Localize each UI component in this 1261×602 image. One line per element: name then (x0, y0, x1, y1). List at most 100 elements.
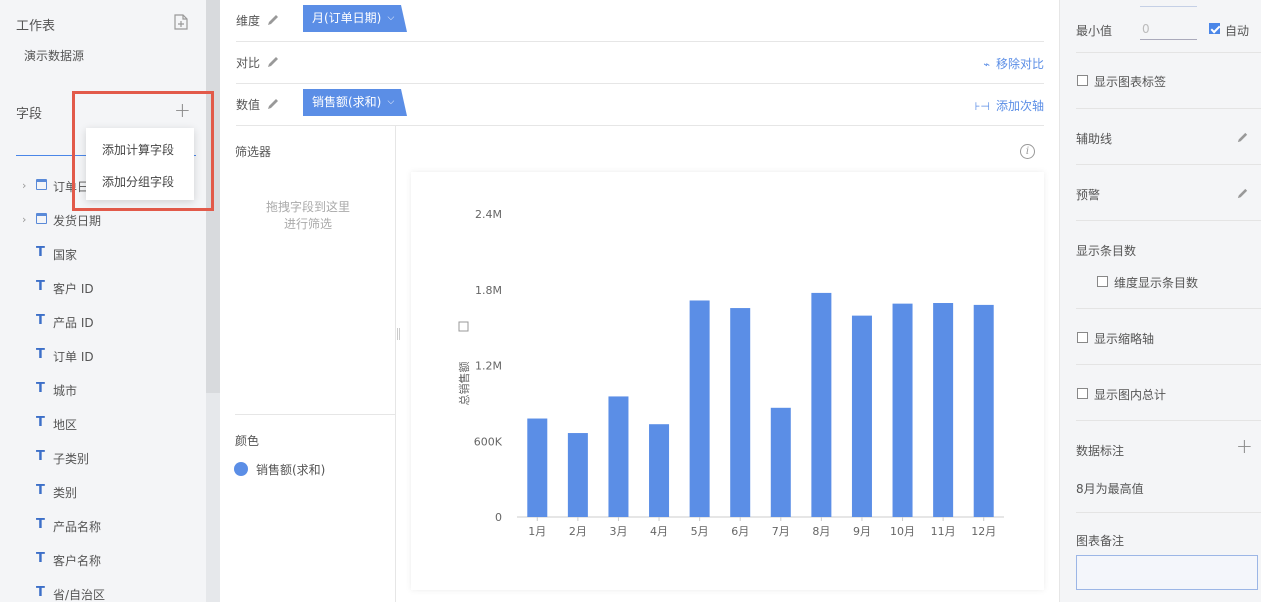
min-value-input[interactable]: 0 (1140, 17, 1197, 40)
divider (235, 414, 396, 415)
auto-checkbox[interactable] (1209, 23, 1220, 34)
x-tick-label: 11月 (931, 525, 956, 538)
dimension-pill[interactable]: 月(订单日期) ⌵ (303, 5, 408, 32)
menu-item-add-group-field[interactable]: 添加分组字段 (102, 175, 175, 189)
filter-drop-hint-2[interactable]: 进行筛选 (283, 217, 332, 231)
add-field-icon[interactable]: + (174, 98, 191, 122)
bar[interactable] (892, 303, 913, 517)
bar[interactable] (770, 407, 791, 517)
divider (1076, 220, 1261, 221)
bar[interactable] (933, 303, 954, 517)
field-item[interactable]: › 订单日 (0, 168, 206, 202)
annotation-item[interactable]: 8月为最高值 (1076, 482, 1144, 496)
y-tick-label: 600K (474, 435, 503, 448)
add-annotation-icon[interactable]: + (1236, 434, 1253, 458)
x-tick-label: 4月 (650, 525, 668, 538)
field-label: 国家 (53, 248, 78, 262)
bar[interactable] (811, 292, 832, 517)
field-item[interactable]: T 订单 ID (0, 338, 206, 372)
field-item[interactable]: T 国家 (0, 236, 206, 270)
remove-compare-button[interactable]: ⌁ 移除对比 (983, 55, 1044, 72)
y-axis-label: 总销售额 (457, 362, 471, 406)
show-total-checkbox[interactable] (1077, 388, 1088, 399)
divider (1076, 420, 1261, 421)
field-item[interactable]: › 发货日期 (0, 202, 206, 236)
x-tick-label: 3月 (609, 525, 627, 538)
field-item[interactable]: T 产品名称 (0, 508, 206, 542)
calendar-icon (36, 213, 47, 224)
pencil-icon[interactable] (266, 13, 280, 27)
bar[interactable] (567, 433, 588, 517)
chevron-right-icon[interactable]: › (22, 213, 27, 226)
info-icon[interactable]: i (1020, 144, 1035, 159)
warning-label: 预警 (1076, 188, 1101, 202)
x-tick-label: 2月 (569, 525, 587, 538)
menu-item-add-calculated-field[interactable]: 添加计算字段 (102, 143, 175, 157)
field-label: 地区 (53, 418, 78, 432)
filter-drop-hint[interactable]: 拖拽字段到这里 (265, 200, 350, 214)
field-item[interactable]: T 省/自治区 (0, 576, 206, 602)
field-label: 订单 ID (53, 350, 94, 364)
remove-compare-label: 移除对比 (995, 57, 1044, 71)
x-tick-label: 10月 (890, 525, 915, 538)
highlight-box (72, 91, 214, 211)
text-type-icon: T (36, 483, 45, 498)
field-label: 产品 ID (53, 316, 94, 330)
x-tick-label: 6月 (731, 525, 749, 538)
text-type-icon: T (36, 381, 45, 396)
chevron-down-icon: ⌵ (387, 97, 395, 107)
datasource-name[interactable]: 演示数据源 (24, 49, 85, 63)
file-icon[interactable] (174, 14, 188, 30)
field-item[interactable]: T 子类别 (0, 440, 206, 474)
chart-note-input[interactable] (1076, 555, 1258, 590)
remove-compare-icon: ⌁ (983, 58, 990, 71)
pencil-icon[interactable] (1236, 187, 1249, 200)
bar[interactable] (973, 304, 994, 517)
divider (1076, 308, 1261, 309)
pencil-icon[interactable] (1236, 131, 1249, 144)
filter-title: 筛选器 (235, 145, 272, 159)
filter-panel: 筛选器 拖拽字段到这里 进行筛选 颜色 销售额(求和) (220, 125, 396, 602)
min-value-label: 最小值 (1076, 24, 1113, 38)
text-type-icon: T (36, 415, 45, 430)
color-legend-swatch[interactable] (234, 462, 248, 476)
pencil-icon[interactable] (266, 55, 280, 69)
chevron-right-icon[interactable]: › (22, 179, 27, 192)
x-tick-label: 8月 (812, 525, 830, 538)
show-chart-label-checkbox[interactable] (1077, 75, 1088, 86)
chart-note-label: 图表备注 (1076, 534, 1125, 548)
panel-splitter-handle[interactable] (397, 328, 400, 340)
data-annotation-label: 数据标注 (1076, 444, 1125, 458)
field-item[interactable]: T 客户 ID (0, 270, 206, 304)
bar[interactable] (608, 396, 629, 517)
bar[interactable] (730, 308, 751, 517)
pill-tail (401, 5, 408, 32)
dimension-shelf: 维度 月(订单日期) ⌵ (236, 0, 1044, 42)
add-secondary-axis-label: 添加次轴 (995, 99, 1044, 113)
add-secondary-axis-button[interactable]: ⊦⊣ 添加次轴 (975, 97, 1044, 114)
field-label: 类别 (53, 486, 78, 500)
text-type-icon: T (36, 585, 45, 600)
field-label: 客户名称 (53, 554, 102, 568)
y-tick-label: 2.4M (475, 208, 502, 221)
field-label: 城市 (53, 384, 78, 398)
value-pill[interactable]: 销售额(求和) ⌵ (303, 89, 408, 116)
color-legend-label: 销售额(求和) (256, 463, 326, 477)
bar[interactable] (649, 424, 670, 517)
field-item[interactable]: T 客户名称 (0, 542, 206, 576)
field-item[interactable]: T 城市 (0, 372, 206, 406)
field-item[interactable]: T 产品 ID (0, 304, 206, 338)
field-item[interactable]: T 地区 (0, 406, 206, 440)
text-type-icon: T (36, 279, 45, 294)
bar[interactable] (527, 418, 548, 517)
field-label: 客户 ID (53, 282, 94, 296)
pencil-icon[interactable] (266, 97, 280, 111)
show-thumb-axis-checkbox[interactable] (1077, 332, 1088, 343)
bar[interactable] (689, 300, 710, 517)
bar[interactable] (851, 315, 872, 517)
x-tick-label: 7月 (772, 525, 790, 538)
dim-show-count-checkbox[interactable] (1097, 276, 1108, 287)
fields-title: 字段 (16, 107, 43, 122)
field-item[interactable]: T 类别 (0, 474, 206, 508)
text-type-icon: T (36, 551, 45, 566)
